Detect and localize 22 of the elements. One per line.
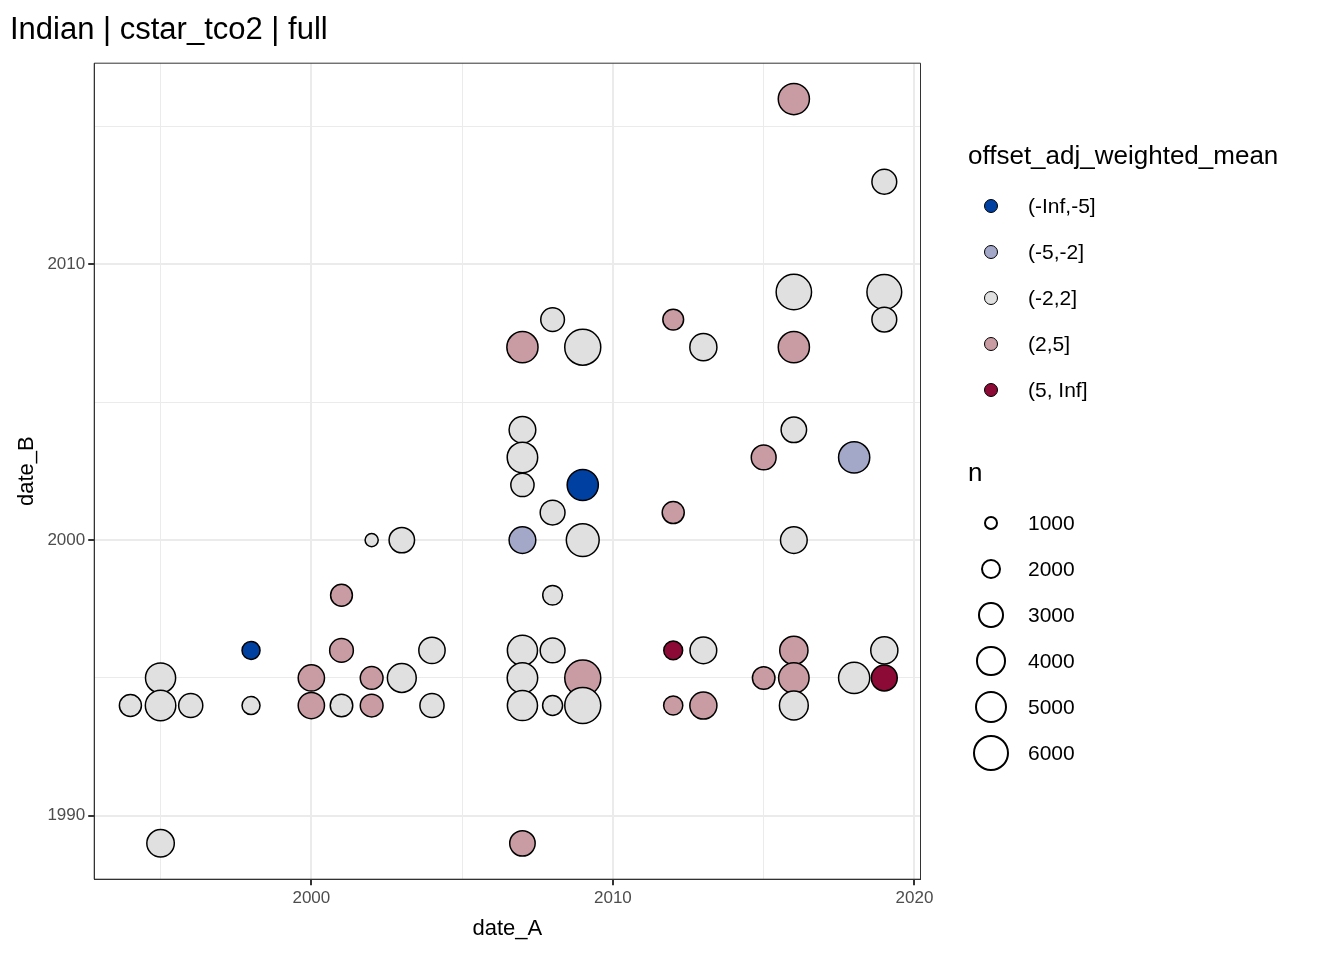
x-tick-label: 2010 (593, 888, 632, 908)
legend-label: 2000 (1028, 557, 1075, 581)
text: offset_adj_weighted_mean (968, 140, 1279, 170)
legend-label: (5, Inf] (1028, 378, 1088, 402)
y-tick-label: 2000 (47, 529, 86, 549)
text: n (968, 457, 983, 487)
y-tick-label: 1990 (47, 805, 86, 825)
chart-title: Indian | cstar_tco2 | full (10, 11, 328, 47)
legend-label: 3000 (1028, 603, 1075, 627)
legend-label: 5000 (1028, 695, 1075, 719)
legend-label: (-5,-2] (1028, 240, 1085, 264)
legend-label: (2,5] (1028, 332, 1071, 356)
legend-label: (-Inf,-5] (1028, 194, 1096, 218)
legend-label: 4000 (1028, 649, 1075, 673)
legend-label: 6000 (1028, 741, 1075, 765)
y-tick-label: 2010 (47, 254, 86, 274)
x-tick-label: 2000 (292, 888, 331, 908)
legend-label: (-2,2] (1028, 286, 1078, 310)
x-axis-title: date_A (472, 914, 543, 940)
y-axis-title: date_B (13, 436, 39, 507)
x-tick-label: 2020 (895, 888, 934, 908)
legend-label: 1000 (1028, 511, 1075, 535)
